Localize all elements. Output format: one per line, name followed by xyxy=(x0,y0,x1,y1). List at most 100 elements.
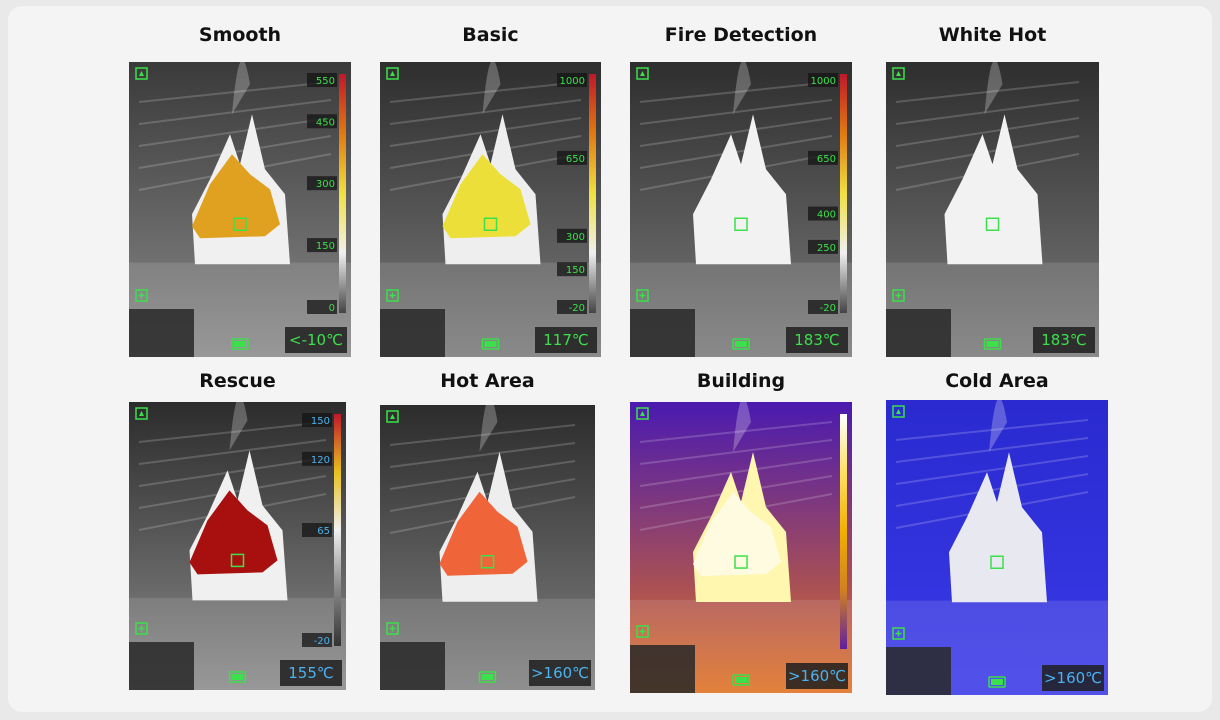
scale-label-box xyxy=(808,239,838,254)
icon-plus-glyph xyxy=(895,630,902,637)
smoke xyxy=(733,62,751,115)
thermal-image: <-10℃ 550 450 300 150 0 xyxy=(129,62,351,357)
crosshair xyxy=(990,555,1004,569)
icon-top-glyph xyxy=(896,71,901,76)
battery xyxy=(478,671,497,683)
scale-label-box xyxy=(557,73,587,87)
scale-label: 650 xyxy=(566,154,585,165)
scale-label-box xyxy=(808,300,838,314)
color-bar xyxy=(334,414,341,646)
smoke xyxy=(479,405,498,452)
readout-box xyxy=(1033,327,1095,353)
readout: 183℃ xyxy=(794,331,839,349)
scale-label: 300 xyxy=(566,232,585,243)
scale-label-box xyxy=(307,238,337,253)
thermal-image: >160℃ xyxy=(630,402,852,693)
readout: >160℃ xyxy=(788,667,846,685)
color-bar xyxy=(339,74,346,313)
icon-plus xyxy=(135,622,148,635)
icon-top-glyph xyxy=(139,411,144,416)
highlight xyxy=(442,154,531,239)
beam xyxy=(138,99,332,125)
thermal-image: 183℃ xyxy=(886,62,1099,357)
scale-label: 120 xyxy=(311,455,330,466)
scale-label: 450 xyxy=(316,117,335,128)
icon-plus xyxy=(636,625,649,638)
scale-label: 65 xyxy=(317,526,330,537)
corner-box xyxy=(886,309,951,357)
beam xyxy=(389,460,576,490)
corner-box xyxy=(630,645,695,693)
crosshair xyxy=(483,217,498,231)
color-bar xyxy=(840,414,847,649)
readout-box xyxy=(280,660,342,686)
highlight xyxy=(189,490,278,575)
beam xyxy=(895,419,1089,441)
fire xyxy=(693,114,791,265)
scale-label: 150 xyxy=(311,416,330,427)
beam xyxy=(138,117,332,147)
beam xyxy=(895,117,1080,147)
battery xyxy=(481,338,500,350)
icon-plus-glyph xyxy=(895,292,902,299)
readout-box xyxy=(285,327,347,353)
icon-plus xyxy=(386,289,399,302)
beam xyxy=(389,81,582,103)
battery-fill xyxy=(986,341,999,347)
battery-fill xyxy=(481,674,494,680)
scale-label-box xyxy=(302,451,332,466)
beam xyxy=(389,99,582,125)
fire xyxy=(949,452,1047,603)
battery xyxy=(231,338,249,350)
smoke xyxy=(229,402,248,451)
readout: 117℃ xyxy=(543,331,588,349)
mode-title: Fire Detection xyxy=(664,24,818,46)
mode-title: Hot Area xyxy=(440,370,535,392)
mode-title: Rescue xyxy=(199,370,276,392)
scale-label: 1000 xyxy=(811,76,836,87)
color-bar xyxy=(589,74,596,313)
icon-top xyxy=(892,67,905,80)
icon-top xyxy=(386,67,399,80)
readout-box xyxy=(1042,665,1104,691)
scale-label-box xyxy=(808,206,838,221)
scale-label: 0 xyxy=(329,303,335,314)
icon-top xyxy=(636,67,649,80)
battery-fill xyxy=(735,341,747,347)
beam xyxy=(389,442,576,468)
crosshair xyxy=(734,555,748,569)
readout: 155℃ xyxy=(288,664,333,682)
battery xyxy=(983,338,1002,350)
beam xyxy=(895,455,1089,485)
beam xyxy=(138,81,332,103)
beam xyxy=(138,457,327,487)
scale-label-box xyxy=(302,523,332,537)
thermal-image: 117℃ 1000 650 300 150 -20 xyxy=(380,62,601,357)
readout: >160℃ xyxy=(531,664,589,682)
battery-fill xyxy=(231,674,244,680)
highlight xyxy=(192,154,280,239)
beam xyxy=(895,81,1080,103)
scale-label-box xyxy=(307,300,337,314)
battery xyxy=(228,671,247,683)
corner-box xyxy=(129,309,194,357)
mode-title: Smooth xyxy=(198,24,282,46)
beam xyxy=(389,424,576,446)
scale-label-box xyxy=(557,228,587,243)
fire xyxy=(944,114,1043,265)
corner-box xyxy=(129,642,194,690)
crosshair xyxy=(734,217,748,231)
icon-top-glyph xyxy=(139,71,144,76)
scale-label-box xyxy=(302,633,332,647)
scale-label: 150 xyxy=(566,265,585,276)
beam xyxy=(639,457,833,487)
readout-box xyxy=(535,327,597,353)
beam xyxy=(895,99,1080,125)
scale-label: 300 xyxy=(316,179,335,190)
mode-title: Basic xyxy=(462,24,519,46)
battery-fill xyxy=(484,341,497,347)
mode-title: White Hot xyxy=(938,24,1047,46)
scale-label: 650 xyxy=(817,154,836,165)
scale-label-box xyxy=(808,150,838,165)
corner-box xyxy=(886,647,951,695)
